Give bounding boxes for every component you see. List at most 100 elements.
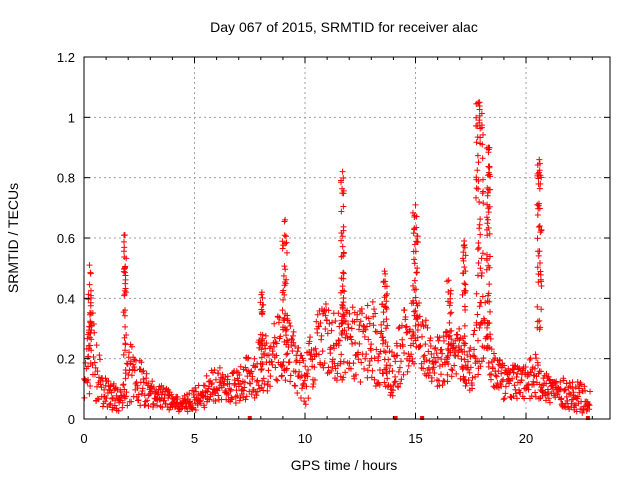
data-point	[535, 271, 542, 278]
data-point	[501, 362, 508, 369]
data-point	[439, 350, 446, 357]
data-point	[464, 358, 471, 365]
data-point	[564, 397, 571, 404]
data-point	[538, 283, 545, 290]
data-point	[478, 255, 485, 262]
data-point	[428, 351, 435, 358]
data-point	[486, 163, 493, 170]
data-point	[546, 399, 553, 406]
data-point	[545, 395, 552, 402]
data-point	[160, 384, 167, 391]
data-point	[228, 394, 235, 401]
data-point	[271, 334, 278, 341]
data-point	[273, 340, 280, 347]
data-point	[447, 310, 454, 317]
data-point	[258, 346, 265, 353]
data-point	[150, 403, 157, 410]
data-point	[483, 214, 490, 221]
data-point	[131, 367, 138, 374]
data-point	[403, 323, 410, 330]
data-point	[479, 293, 486, 300]
data-point	[267, 383, 274, 390]
data-point	[88, 310, 95, 317]
data-point	[328, 327, 335, 334]
data-point	[486, 171, 493, 178]
data-point	[289, 348, 296, 355]
data-point	[128, 398, 135, 405]
data-point	[558, 395, 565, 402]
data-point	[143, 370, 150, 377]
data-point	[244, 355, 251, 362]
data-point	[399, 322, 406, 329]
data-point	[365, 336, 372, 343]
data-point	[389, 349, 396, 356]
data-point	[466, 348, 473, 355]
data-point	[411, 214, 418, 221]
data-point	[487, 253, 494, 260]
data-point	[396, 324, 403, 331]
data-point	[392, 358, 399, 365]
data-point	[438, 346, 445, 353]
data-point	[348, 325, 355, 332]
data-point	[490, 383, 497, 390]
data-point	[293, 358, 300, 365]
data-point	[140, 375, 147, 382]
data-point	[352, 339, 359, 346]
data-point	[361, 365, 368, 372]
data-point	[414, 238, 421, 245]
data-point	[186, 390, 193, 397]
data-point	[380, 318, 387, 325]
data-point	[473, 290, 480, 297]
data-point	[460, 249, 467, 256]
data-point	[232, 399, 239, 406]
data-point	[411, 225, 418, 232]
data-point	[241, 379, 248, 386]
data-point	[381, 379, 388, 386]
data-point	[474, 311, 481, 318]
data-point	[461, 244, 468, 251]
data-point	[87, 318, 94, 325]
data-point	[281, 317, 288, 324]
data-point	[131, 356, 138, 363]
data-point	[372, 310, 379, 317]
zero-marker	[585, 416, 590, 420]
data-point	[556, 386, 563, 393]
data-point	[251, 355, 258, 362]
data-point	[280, 272, 287, 279]
data-point	[298, 352, 305, 359]
data-point	[401, 349, 408, 356]
data-point	[534, 318, 541, 325]
data-point	[284, 312, 291, 319]
data-point	[273, 352, 280, 359]
data-point	[474, 123, 481, 130]
data-point	[535, 205, 542, 212]
data-point	[139, 368, 146, 375]
data-point	[107, 400, 114, 407]
data-point	[283, 249, 290, 256]
data-point	[431, 345, 438, 352]
data-point	[215, 370, 222, 377]
data-point	[448, 327, 455, 334]
data-point	[91, 359, 98, 366]
data-point	[253, 378, 260, 385]
data-point	[438, 371, 445, 378]
data-point	[303, 370, 310, 377]
data-point	[412, 307, 419, 314]
data-point	[122, 367, 129, 373]
data-point	[476, 198, 483, 205]
data-point	[227, 386, 234, 393]
data-point	[392, 373, 399, 380]
data-point	[487, 376, 494, 383]
data-point	[440, 337, 447, 344]
data-point	[331, 345, 338, 352]
data-point	[345, 321, 352, 328]
data-point	[338, 208, 345, 215]
axis-ticks: 0 0.2 0.4 0.6 0.8 1 1.2 0 5 10 15 20	[57, 50, 610, 446]
data-point	[486, 344, 493, 351]
data-point	[478, 358, 485, 365]
data-point	[248, 368, 255, 375]
data-point	[121, 253, 128, 260]
data-point	[476, 106, 483, 113]
data-point	[265, 367, 272, 374]
data-point	[340, 358, 347, 365]
